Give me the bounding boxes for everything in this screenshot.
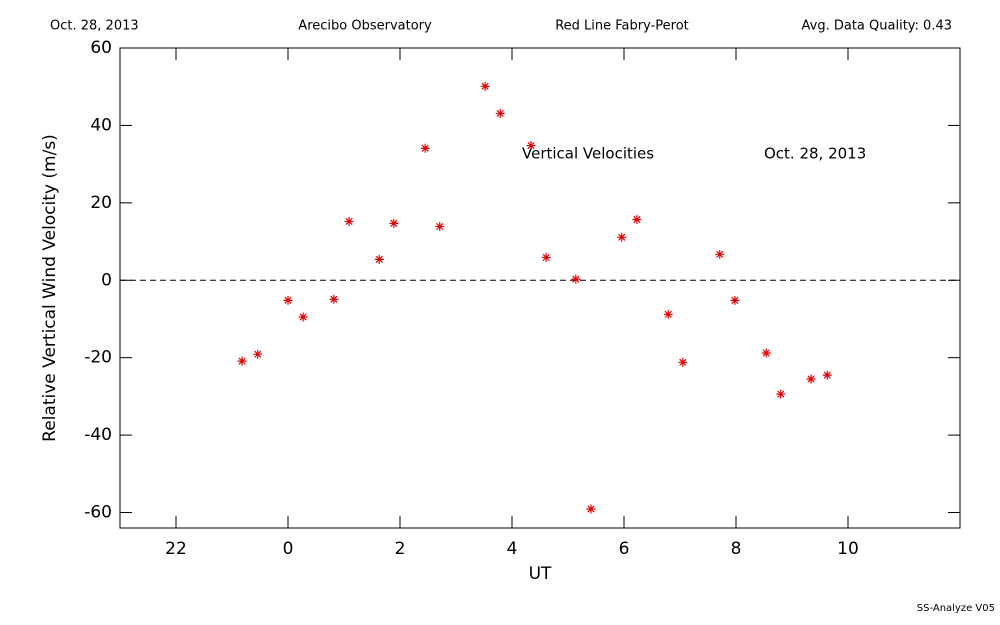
marker	[435, 221, 445, 231]
x-tick-label: 8	[731, 539, 742, 559]
marker	[678, 357, 688, 367]
marker-stroke	[526, 141, 536, 151]
marker-stroke	[571, 274, 581, 284]
y-tick-label: -60	[84, 503, 112, 523]
marker-stroke	[632, 214, 642, 224]
y-tick-label: 40	[90, 115, 112, 135]
marker-stroke	[283, 295, 293, 305]
marker	[663, 309, 673, 319]
marker	[389, 218, 399, 228]
plot-frame	[119, 47, 961, 529]
marker	[495, 108, 505, 118]
marker	[632, 214, 642, 224]
header-instrument: Red Line Fabry-Perot	[555, 19, 689, 34]
marker	[776, 389, 786, 399]
marker	[526, 141, 536, 151]
marker-stroke	[495, 108, 505, 118]
marker-stroke	[420, 143, 430, 153]
marker-stroke	[617, 232, 627, 242]
marker	[730, 295, 740, 305]
marker-stroke	[389, 218, 399, 228]
marker	[822, 370, 832, 380]
marker	[329, 294, 339, 304]
marker-stroke	[298, 312, 308, 322]
y-tick-label: -20	[84, 348, 112, 368]
marker-stroke	[586, 504, 596, 514]
marker	[237, 356, 247, 366]
marker	[715, 249, 725, 259]
marker-stroke	[761, 348, 771, 358]
marker-stroke	[237, 356, 247, 366]
marker-stroke	[822, 370, 832, 380]
marker-stroke	[541, 252, 551, 262]
x-tick-label: 2	[395, 539, 406, 559]
annotation: Oct. 28, 2013	[764, 145, 866, 163]
marker	[571, 274, 581, 284]
marker-stroke	[730, 295, 740, 305]
footer: SS-Analyze V05	[917, 603, 995, 614]
marker	[586, 504, 596, 514]
x-axis-label: UT	[529, 564, 552, 584]
x-tick-label: 4	[507, 539, 518, 559]
marker-stroke	[806, 374, 816, 384]
plot-title: Vertical Velocities	[522, 145, 654, 163]
marker	[374, 254, 384, 264]
y-tick-label: -40	[84, 425, 112, 445]
marker-stroke	[329, 294, 339, 304]
marker-stroke	[663, 309, 673, 319]
marker	[253, 349, 263, 359]
marker-stroke	[776, 389, 786, 399]
marker-stroke	[715, 249, 725, 259]
y-tick-label: 60	[90, 38, 112, 58]
marker-stroke	[678, 357, 688, 367]
marker	[420, 143, 430, 153]
marker	[761, 348, 771, 358]
marker	[283, 295, 293, 305]
x-tick-label: 6	[619, 539, 630, 559]
header-site: Arecibo Observatory	[298, 19, 432, 34]
marker-stroke	[344, 216, 354, 226]
marker-stroke	[435, 221, 445, 231]
marker	[617, 232, 627, 242]
marker	[298, 312, 308, 322]
x-tick-label: 0	[283, 539, 294, 559]
marker	[541, 252, 551, 262]
marker-stroke	[374, 254, 384, 264]
y-axis-label: Relative Vertical Wind Velocity (m/s)	[40, 134, 60, 442]
marker-stroke	[253, 349, 263, 359]
marker	[806, 374, 816, 384]
x-tick-label: 10	[837, 539, 859, 559]
marker-stroke	[480, 81, 490, 91]
x-tick-label: 22	[165, 539, 187, 559]
marker	[480, 81, 490, 91]
header-quality: Avg. Data Quality: 0.43	[802, 19, 952, 34]
y-tick-label: 20	[90, 193, 112, 213]
marker	[344, 216, 354, 226]
y-tick-label: 0	[101, 270, 112, 290]
header-date: Oct. 28, 2013	[50, 19, 139, 34]
